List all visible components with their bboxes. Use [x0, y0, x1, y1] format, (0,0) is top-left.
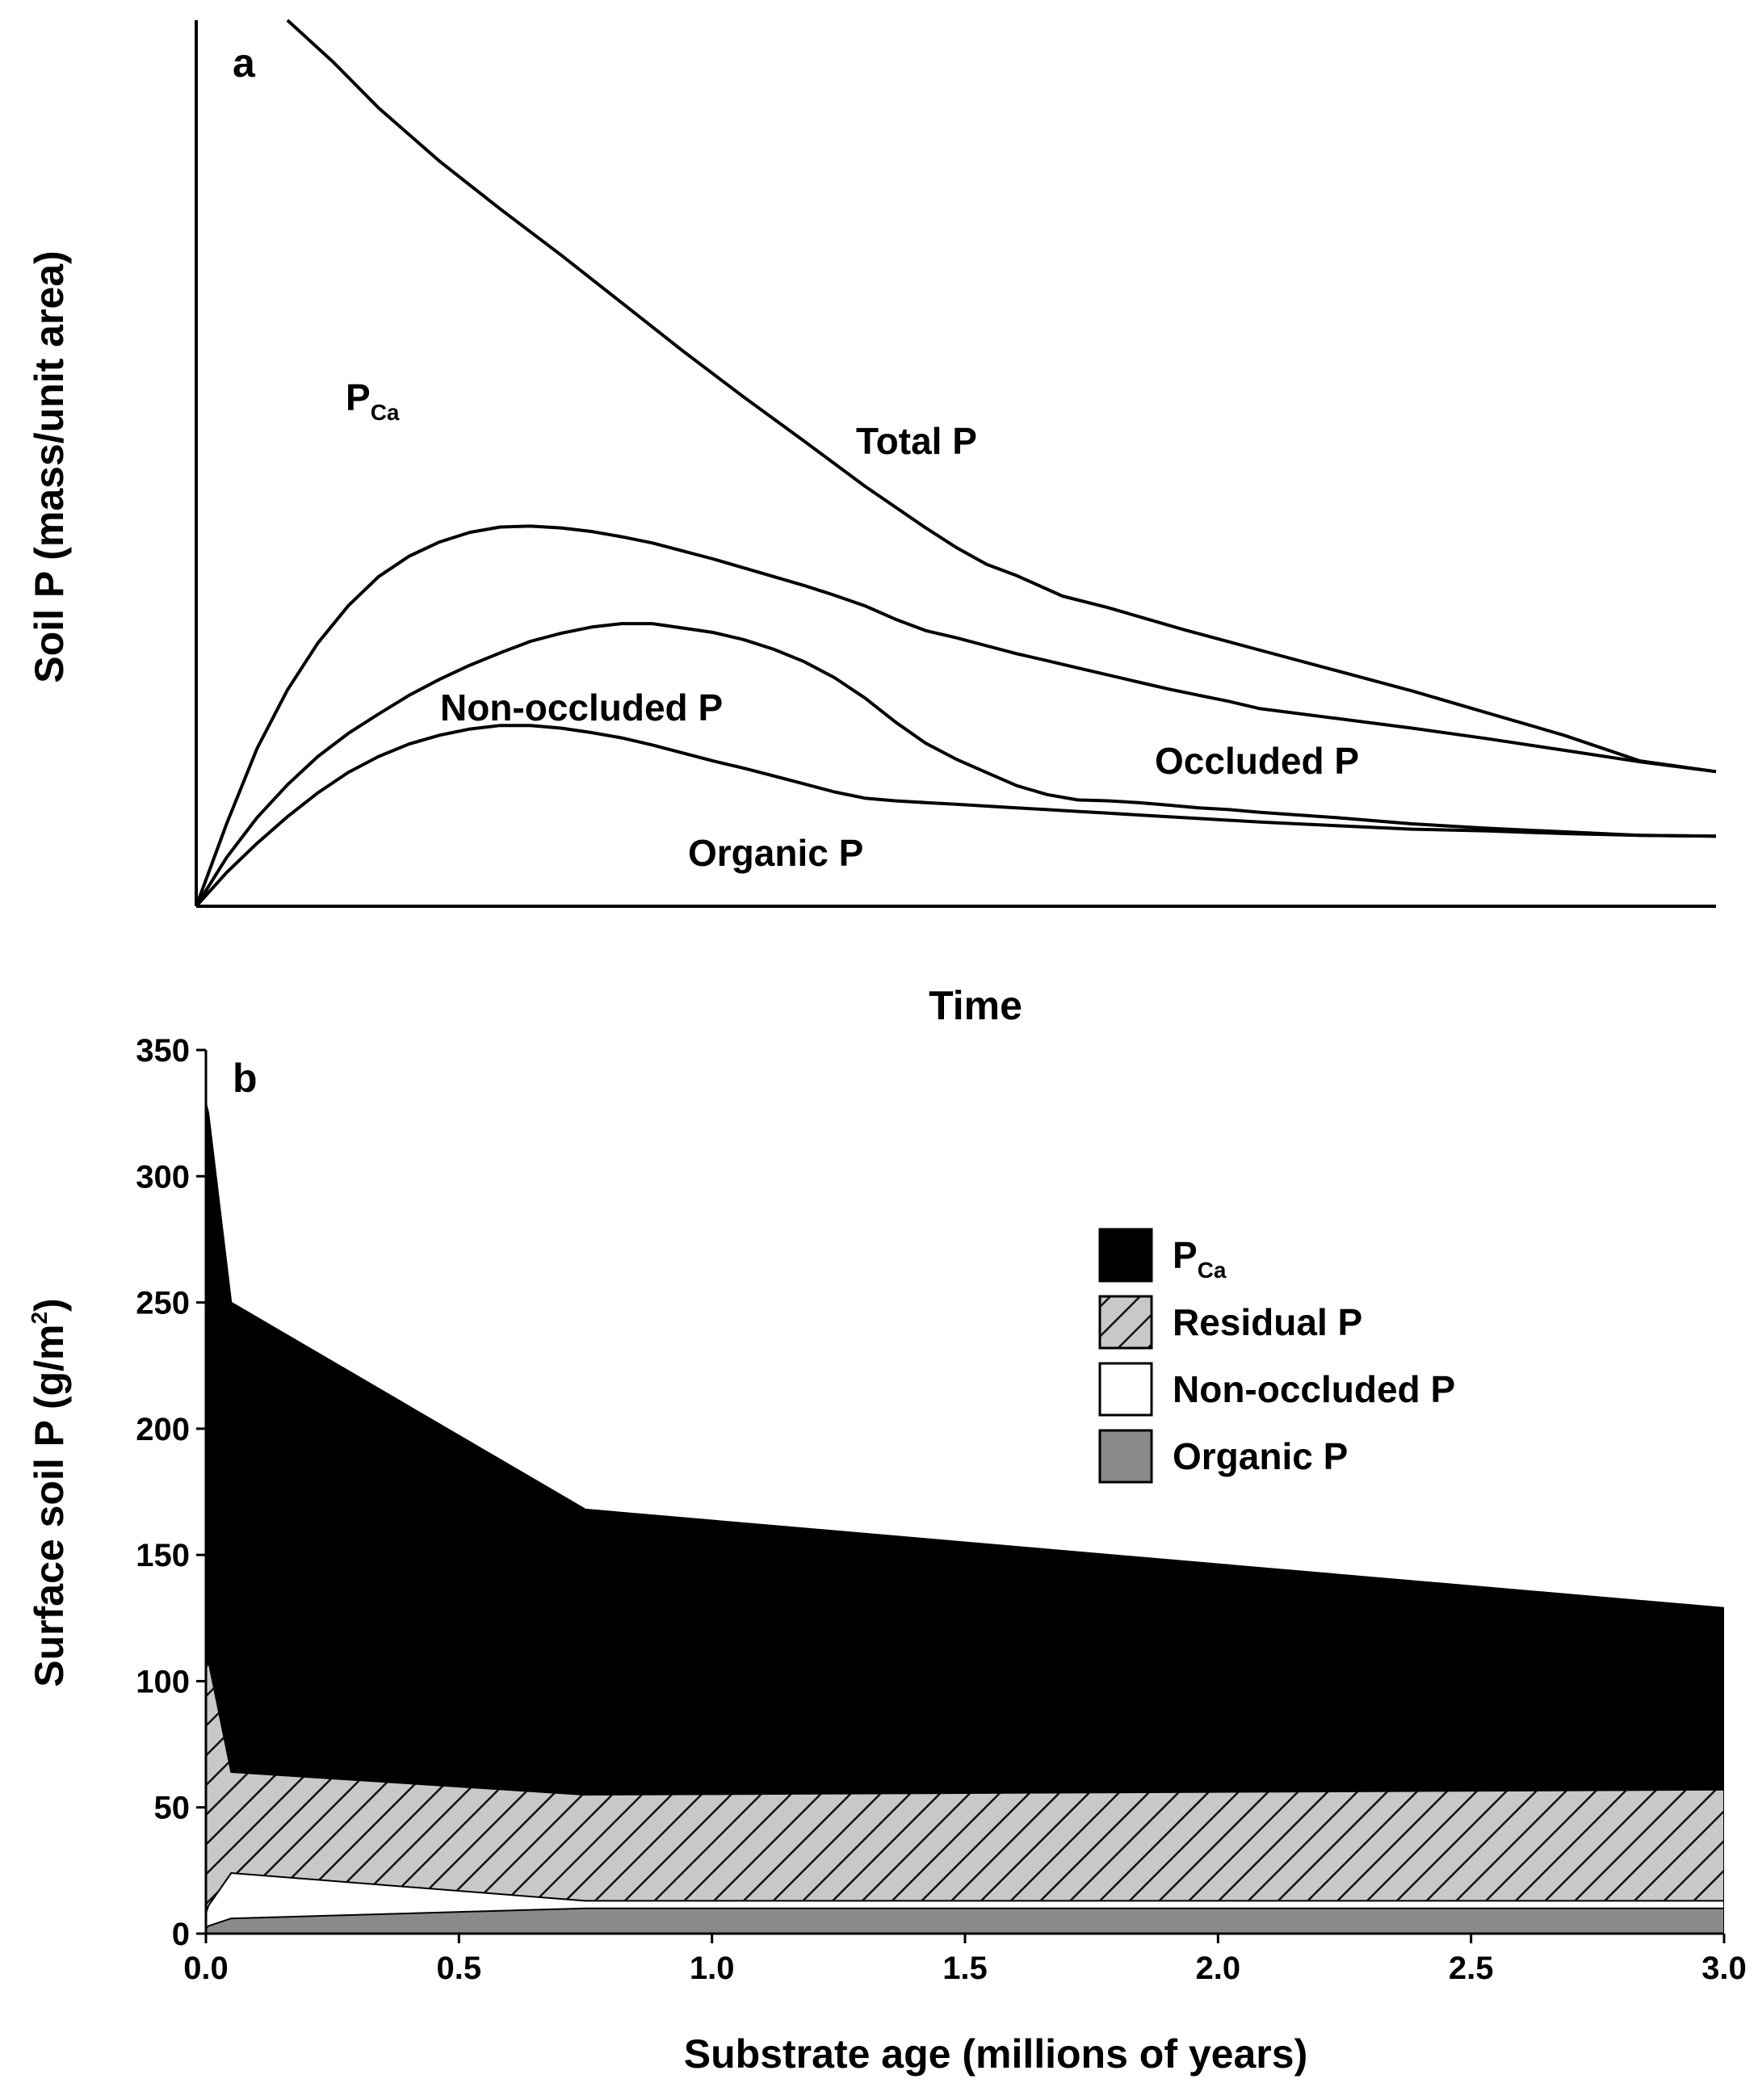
legend-swatch-residual-p — [1098, 1295, 1153, 1350]
panel-b: b 0 50 100 150 200 250 300 350 0.0 0.5 1.0 1.5 2.0 2… — [27, 1033, 1747, 2077]
y-tick-label: 200 — [136, 1412, 190, 1447]
curve-non-occluded-organic-p-boundary — [195, 622, 1717, 908]
label-pca-a: PCa — [346, 376, 400, 425]
label-organic-p-a: Organic P — [688, 832, 863, 874]
x-tick-label: 2.5 — [1449, 1951, 1494, 1986]
legend-label-main: P — [1173, 1234, 1198, 1276]
legend: PCa Residual P Non-occluded P Organic P — [1098, 1228, 1455, 1484]
x-tick-label: 0.5 — [437, 1951, 482, 1986]
legend-swatch-pca — [1098, 1228, 1153, 1283]
label-pca-a-sub: Ca — [371, 400, 400, 425]
panel-a: a Soil P (mass/unit area) Time PCa Total… — [27, 19, 1717, 1028]
label-occluded-p: Occluded P — [1155, 740, 1359, 782]
panel-b-x-title: Substrate age (millions of years) — [684, 2031, 1307, 2077]
panel-b-y-title-sup: 2 — [27, 1312, 52, 1325]
curve-occluded-p-boundary — [195, 524, 1717, 907]
legend-label-non-occluded-p: Non-occluded P — [1173, 1368, 1455, 1410]
y-tick-label: 100 — [136, 1664, 190, 1699]
panel-a-label: a — [233, 40, 256, 86]
panel-b-y-title-base: Surface soil P (g/m — [27, 1325, 72, 1687]
x-tick-label: 1.0 — [690, 1951, 735, 1986]
panel-b-label: b — [233, 1056, 258, 1101]
label-pca-a-main: P — [346, 376, 371, 418]
curve-total-p — [286, 19, 1717, 774]
panel-b-y-title-close: ) — [27, 1298, 72, 1312]
panel-a-axes — [195, 20, 1716, 908]
legend-label-main: Organic P — [1173, 1435, 1348, 1477]
y-tick-label: 150 — [136, 1538, 190, 1573]
x-tick-label: 3.0 — [1701, 1951, 1747, 1986]
x-tick-label: 0.0 — [183, 1951, 229, 1986]
legend-label-main: Residual P — [1173, 1301, 1362, 1343]
y-tick-label: 350 — [136, 1033, 190, 1069]
panel-a-curves — [195, 19, 1717, 908]
legend-label-residual-p: Residual P — [1173, 1301, 1362, 1343]
legend-label-main: Non-occluded P — [1173, 1368, 1455, 1410]
panel-b-y-ticks: 0 50 100 150 200 250 300 350 — [136, 1033, 206, 1952]
legend-label-pca: PCa — [1173, 1234, 1227, 1283]
label-total-p: Total P — [856, 420, 977, 462]
x-tick-label: 2.0 — [1196, 1951, 1241, 1986]
legend-swatch-non-occluded-p — [1098, 1362, 1153, 1417]
y-tick-label: 300 — [136, 1159, 190, 1195]
curve-organic-p-boundary — [195, 724, 1717, 908]
panel-a-y-title: Soil P (mass/unit area) — [27, 250, 72, 682]
legend-swatch-organic-p — [1098, 1429, 1153, 1484]
y-tick-label: 0 — [172, 1917, 190, 1952]
area-organic-p — [206, 1907, 1724, 1934]
x-tick-label: 1.5 — [942, 1951, 988, 1986]
y-tick-label: 250 — [136, 1286, 190, 1321]
legend-label-sub: Ca — [1198, 1258, 1227, 1283]
label-non-occluded-p-a: Non-occluded P — [440, 687, 723, 729]
legend-label-organic-p: Organic P — [1173, 1435, 1348, 1477]
y-tick-label: 50 — [154, 1791, 191, 1826]
panel-a-x-title: Time — [929, 983, 1022, 1028]
panel-b-x-ticks: 0.0 0.5 1.0 1.5 2.0 2.5 3.0 — [183, 1934, 1747, 1986]
panel-b-areas — [206, 1102, 1724, 1934]
panel-b-y-title: Surface soil P (g/m2) — [27, 1298, 72, 1686]
